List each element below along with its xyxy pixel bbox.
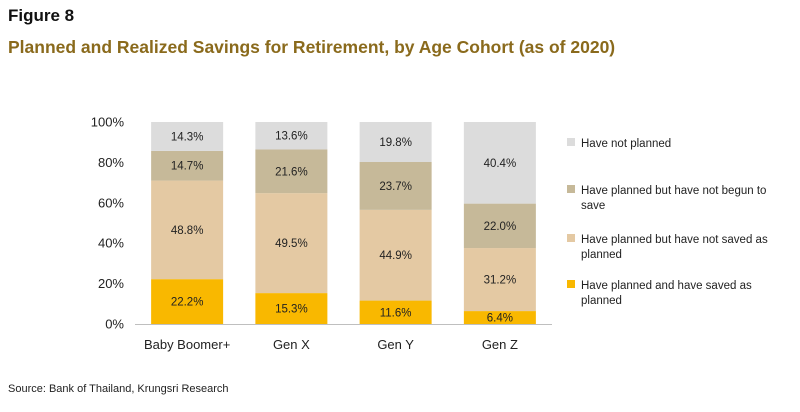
bar-segment: [255, 293, 328, 324]
bar-data-label: 21.6%: [275, 166, 308, 178]
bar-data-label: 31.2%: [484, 275, 517, 287]
legend-label: planned: [581, 295, 622, 307]
legend-label: Have planned but have not saved as: [581, 234, 768, 246]
y-tick-label: 20%: [98, 276, 124, 291]
legend-label: Have planned and have saved as: [581, 280, 752, 292]
bar-data-label: 15.3%: [275, 304, 308, 316]
bar-segment: [463, 248, 536, 312]
bar-data-label: 11.6%: [380, 307, 412, 319]
legend-swatch: [567, 185, 575, 193]
bar-data-label: 13.6%: [275, 131, 308, 143]
bar-segment: [151, 150, 224, 181]
bar-data-label: 6.4%: [487, 313, 513, 325]
x-category-label: Gen X: [273, 337, 310, 352]
y-tick-label: 100%: [91, 115, 125, 130]
bar-segment: [463, 122, 536, 204]
bar-data-label: 48.8%: [171, 225, 204, 237]
bar-segment: [255, 149, 328, 194]
bar-segment: [151, 122, 224, 151]
bar-segment: [463, 203, 536, 249]
bar-segment: [151, 279, 224, 324]
legend-swatch: [567, 234, 575, 242]
chart-title: Planned and Realized Savings for Retirem…: [8, 37, 616, 57]
legend-label: Have not planned: [581, 138, 671, 150]
bar-data-label: 22.0%: [484, 221, 517, 233]
bar-segment: [151, 180, 224, 280]
bar-segment: [359, 122, 432, 162]
x-category-label: Gen Y: [377, 337, 414, 352]
legend-label: Have planned but have not begun to: [581, 185, 766, 197]
x-category-label: Gen Z: [482, 337, 518, 352]
bar-data-label: 22.2%: [171, 297, 204, 309]
y-tick-label: 0%: [105, 317, 124, 332]
source-note: Source: Bank of Thailand, Krungsri Resea…: [8, 383, 229, 395]
bar-segment: [359, 161, 432, 210]
bar-segment: [359, 209, 432, 301]
y-tick-label: 60%: [98, 195, 124, 210]
y-tick-label: 40%: [98, 236, 124, 251]
bar-data-label: 40.4%: [484, 158, 517, 170]
bar-data-label: 14.7%: [171, 161, 204, 173]
bar-segment: [359, 300, 432, 324]
bar-segment: [255, 193, 328, 294]
legend-label: planned: [581, 249, 622, 261]
figure-label: Figure 8: [8, 6, 75, 25]
bar-segment: [255, 122, 328, 150]
bar-data-label: 44.9%: [379, 250, 412, 262]
bar-data-label: 19.8%: [379, 137, 412, 149]
bar-data-label: 23.7%: [379, 181, 412, 193]
legend-swatch: [567, 280, 575, 288]
y-tick-label: 80%: [98, 155, 124, 170]
bar-data-label: 14.3%: [171, 131, 204, 143]
legend-label: save: [581, 200, 605, 212]
x-category-label: Baby Boomer+: [144, 337, 230, 352]
bar-segment: [463, 311, 536, 324]
legend-swatch: [567, 138, 575, 146]
bar-data-label: 49.5%: [275, 238, 308, 250]
